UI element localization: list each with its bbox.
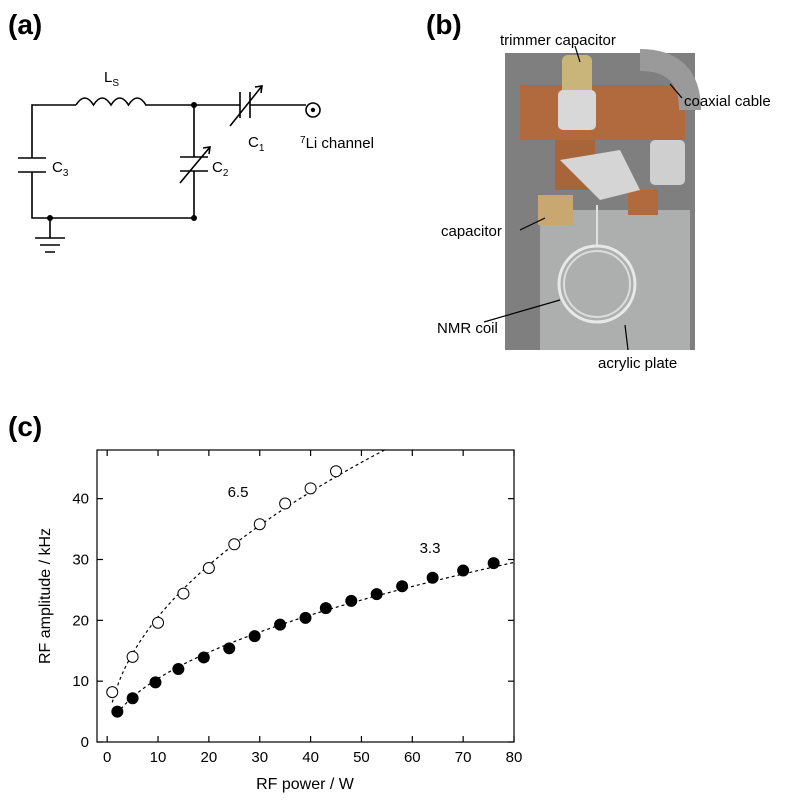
circuit-label: C1: [248, 134, 265, 154]
data-point: [152, 616, 165, 629]
panel-label: (c): [8, 411, 42, 442]
data-point: [457, 564, 470, 577]
symbol: C: [212, 159, 223, 176]
data-point: [111, 705, 124, 718]
x-tick-label: 20: [201, 749, 218, 766]
x-tick-label: 10: [150, 749, 167, 766]
x-tick-label: 60: [404, 749, 421, 766]
symbol: C: [248, 134, 259, 151]
y-tick-label: 20: [72, 612, 89, 629]
data-point: [396, 580, 409, 593]
subscript: 3: [63, 168, 69, 179]
circuit-label: C3: [52, 159, 69, 179]
port-text: Li channel: [306, 135, 374, 152]
photo-label: NMR coil: [437, 320, 498, 337]
plot-frame: [96, 449, 515, 743]
circuit: LS C1 C2 C3 7Li channel: [18, 69, 374, 253]
subscript: S: [112, 78, 119, 89]
symbol: C: [52, 159, 63, 176]
y-tick-label: 10: [72, 673, 89, 690]
panel-label: (a): [8, 9, 42, 40]
data-point: [330, 465, 343, 478]
data-point: [223, 642, 236, 655]
photo: trimmer capacitor coaxial cable capacito…: [437, 32, 771, 372]
photo-label: acrylic plate: [598, 355, 677, 372]
fit-label: 6.5: [228, 484, 249, 501]
x-tick-label: 80: [506, 749, 523, 766]
data-point: [202, 562, 215, 575]
subscript: 1: [259, 143, 265, 154]
data-point: [426, 571, 439, 584]
data-point: [126, 692, 139, 705]
data-point: [279, 497, 292, 510]
data-point: [177, 587, 190, 600]
y-axis-title: RF amplitude / kHz: [37, 528, 54, 664]
data-point: [274, 618, 287, 631]
x-tick-label: 70: [455, 749, 472, 766]
data-point: [149, 676, 162, 689]
data-point: [487, 557, 500, 570]
chart: RF power / W RF amplitude / kHz 0 10 20 30 4…: [37, 449, 523, 793]
photo-label: capacitor: [441, 223, 502, 240]
data-point: [126, 650, 139, 663]
superscript: 7: [300, 135, 306, 146]
data-point: [172, 663, 185, 675]
data-point: [304, 482, 317, 495]
x-tick-label: 0: [103, 749, 111, 766]
data-point: [319, 602, 332, 615]
circuit-label: LS: [104, 69, 119, 89]
port-label: 7Li channel: [300, 135, 374, 152]
photo-label: trimmer capacitor: [500, 32, 616, 49]
data-point: [248, 630, 261, 643]
x-tick-label: 50: [353, 749, 370, 766]
photo-label: coaxial cable: [684, 93, 771, 110]
data-point: [370, 588, 383, 601]
data-point: [345, 594, 358, 607]
subscript: 2: [223, 168, 229, 179]
data-point: [299, 611, 312, 624]
x-tick-label: 30: [251, 749, 268, 766]
y-tick-label: 0: [81, 734, 89, 751]
x-tick-label: 40: [302, 749, 319, 766]
x-axis-title: RF power / W: [256, 776, 355, 793]
panel-label: (b): [426, 9, 462, 40]
data-point: [106, 686, 119, 699]
fit-curve: [111, 450, 386, 703]
symbol: L: [104, 69, 112, 86]
fit-curve: [116, 561, 514, 714]
data-point: [228, 538, 241, 551]
y-tick-label: 30: [72, 552, 89, 569]
y-tick-label: 40: [72, 491, 89, 508]
circuit-label: C2: [212, 159, 229, 179]
data-point: [197, 651, 210, 664]
data-point: [253, 518, 266, 531]
fit-label: 3.3: [420, 540, 441, 557]
